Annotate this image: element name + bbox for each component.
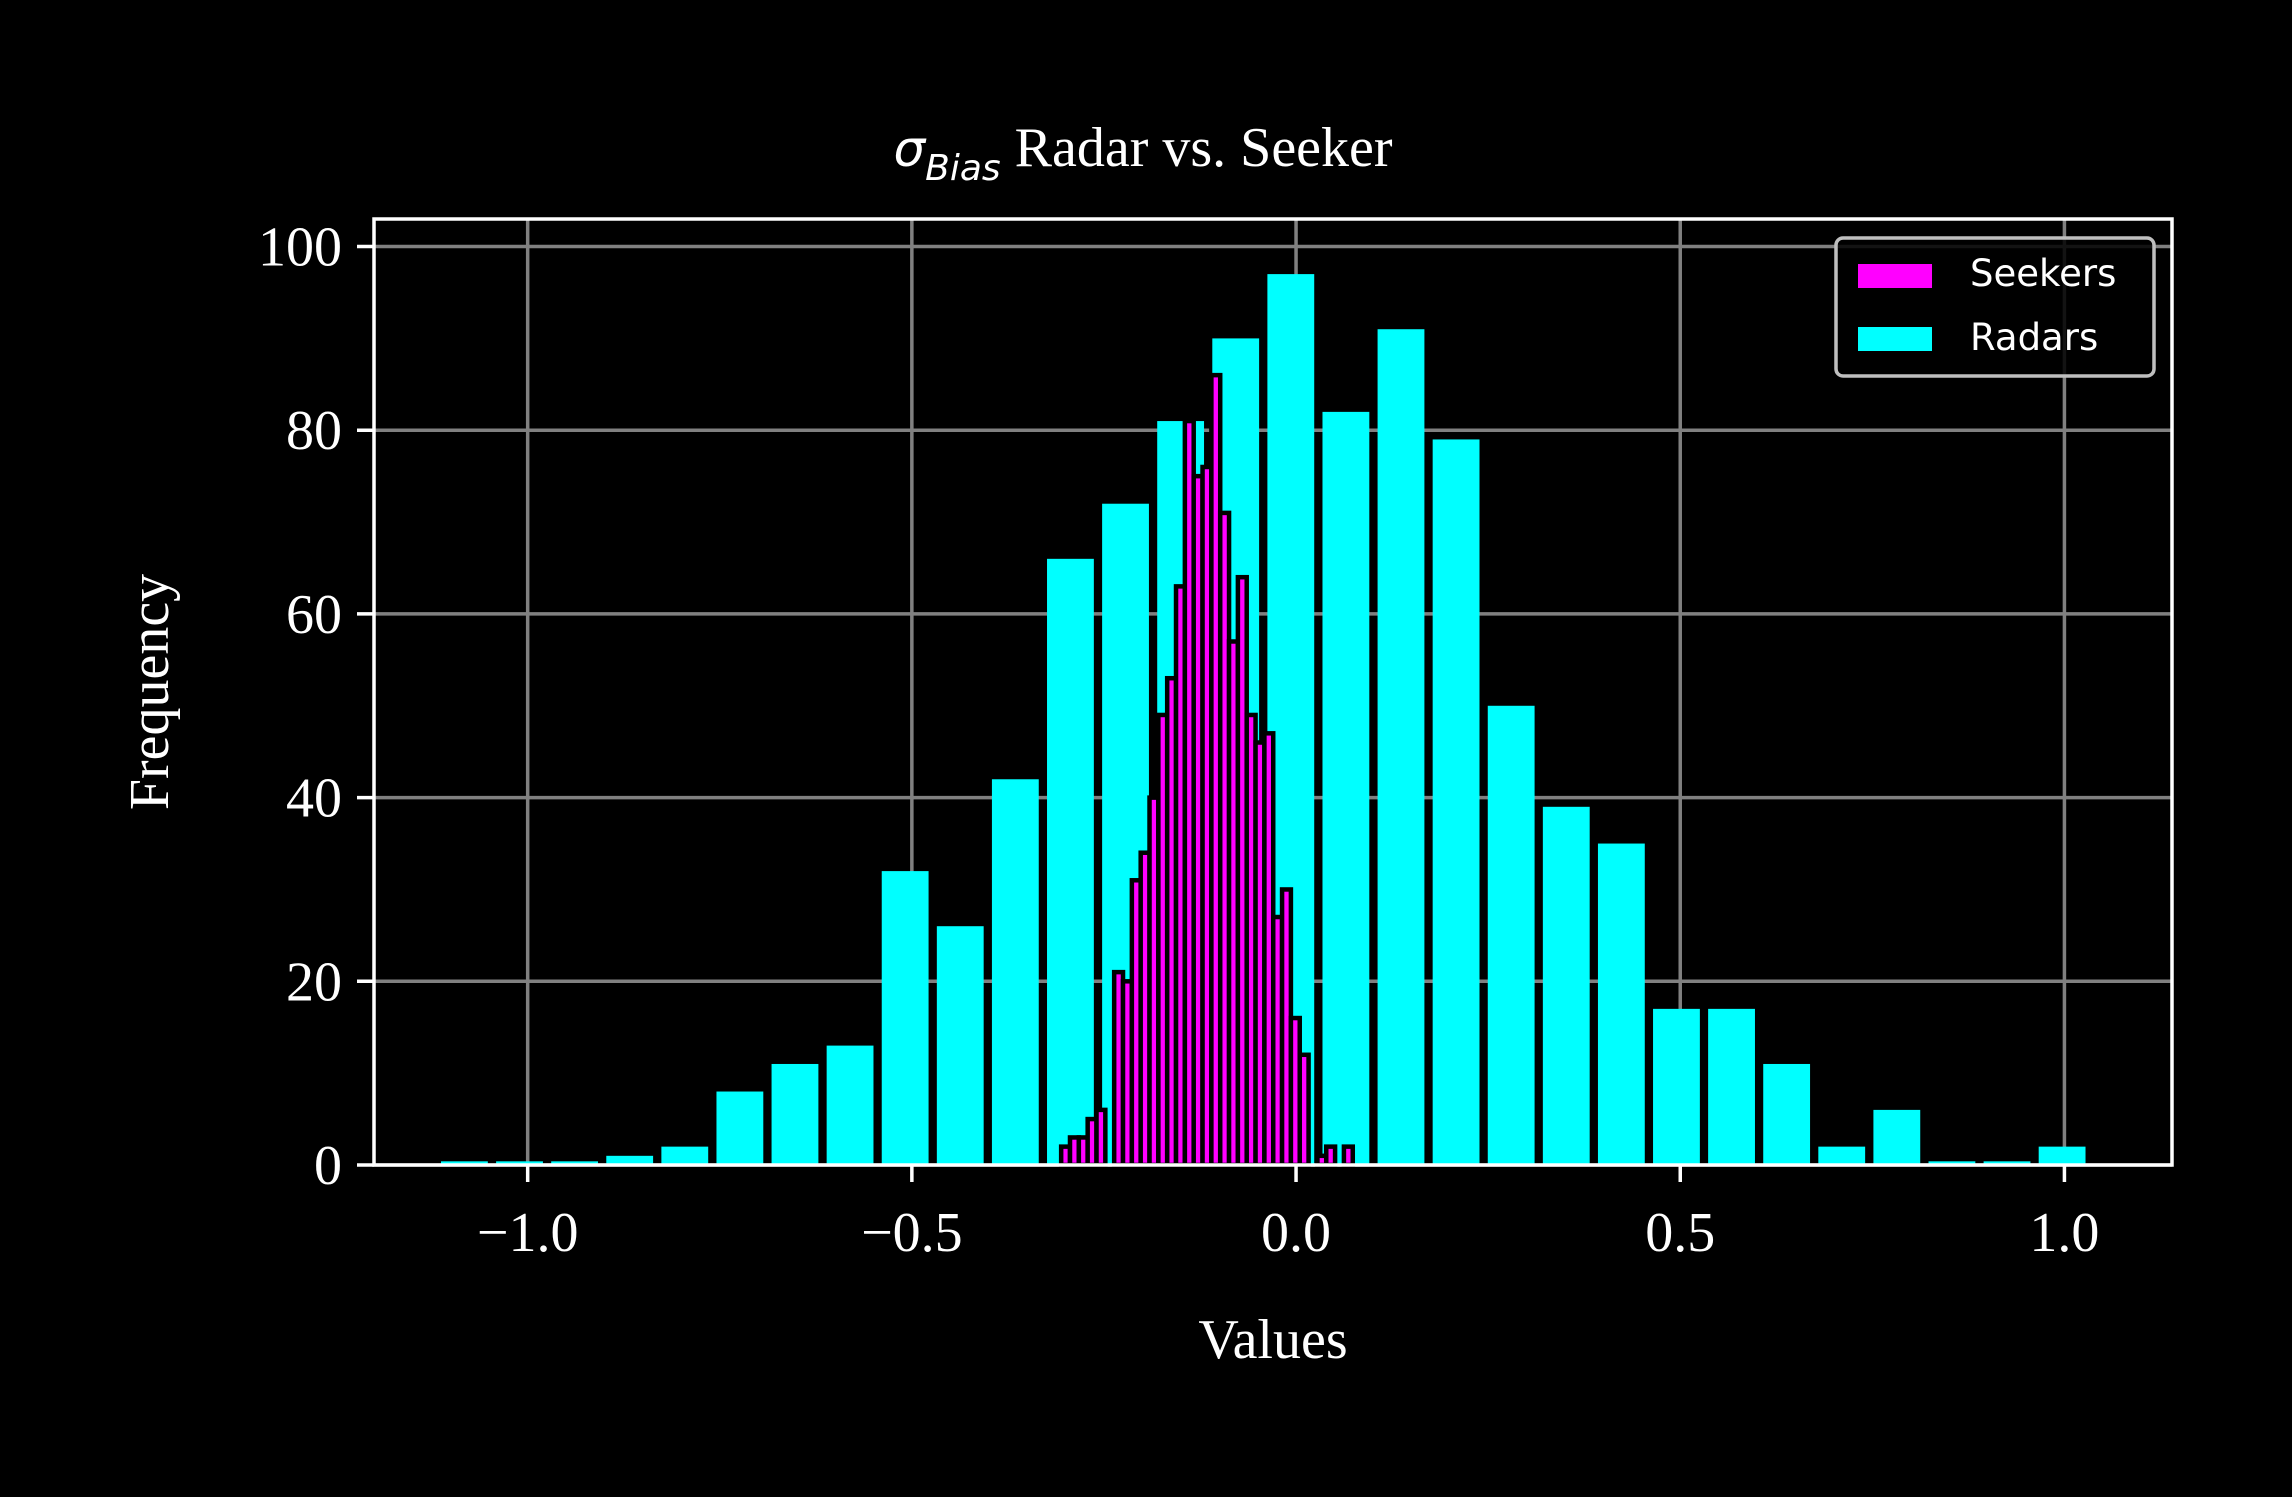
radars-bar [441,1161,488,1165]
radars-bar [1322,411,1370,1165]
y-tick-label: 60 [286,584,342,646]
radars-bar [1873,1109,1921,1165]
seekers-bar [1094,1107,1108,1168]
y-tick-label: 0 [314,1135,342,1197]
x-tick-label: 0.0 [1261,1202,1331,1264]
radars-bar [1377,329,1425,1165]
legend-swatch-seekers [1858,264,1932,288]
legend-swatch-radars [1858,327,1932,351]
radars-bar [936,926,984,1165]
radars-bar [2038,1146,2086,1165]
title-sigma: σ [893,120,926,178]
y-tick-label: 20 [286,951,342,1013]
radars-bar [1047,558,1094,1165]
radars-bar [1653,1008,1700,1165]
x-tick-label: 1.0 [2029,1202,2099,1264]
chart-title: σBias Radar vs. Seeker [893,117,1392,189]
radars-bar [1983,1161,2031,1165]
radars-bar [1928,1161,1976,1165]
y-axis-ticks: 0 20 40 60 80 100 [258,217,374,1197]
x-axis-label: Values [1198,1309,1347,1371]
x-tick-label: −1.0 [477,1202,579,1264]
radars-bar [661,1146,709,1165]
legend: Seekers Radars [1834,236,2156,378]
radars-bar [826,1045,874,1165]
seekers-bar [1341,1144,1356,1168]
y-tick-label: 100 [258,217,342,279]
title-text: Radar vs. Seeker [1001,117,1393,179]
radars-bar [1542,806,1590,1165]
legend-label-seekers: Seekers [1970,252,2116,295]
radars-bar [716,1091,764,1165]
radars-bar [606,1155,654,1165]
radars-bar [1763,1063,1811,1165]
radars-bar [551,1161,599,1165]
seekers-series [1058,372,1356,1168]
radars-bar [1487,705,1535,1165]
title-subscript: Bias [925,148,1001,189]
x-tick-label: 0.5 [1645,1202,1715,1264]
y-tick-label: 80 [286,400,342,462]
x-axis-ticks: −1.0 −0.5 0.0 0.5 1.0 [477,1165,2099,1264]
radars-bar [1818,1146,1866,1165]
radars-bar [881,871,929,1165]
radars-bar [771,1063,819,1165]
x-tick-label: −0.5 [861,1202,963,1264]
radars-bar [1432,439,1480,1165]
y-tick-label: 40 [286,768,342,830]
legend-label-radars: Radars [1970,316,2098,359]
plot-frame [372,217,2174,1167]
y-axis-label: Frequency [119,574,181,810]
radars-bar [496,1161,543,1165]
radars-bar [991,779,1039,1165]
seekers-bar [1297,1052,1311,1168]
radars-bar [1708,1008,1755,1165]
radars-bar [1597,843,1645,1165]
seekers-bar [1323,1144,1338,1168]
